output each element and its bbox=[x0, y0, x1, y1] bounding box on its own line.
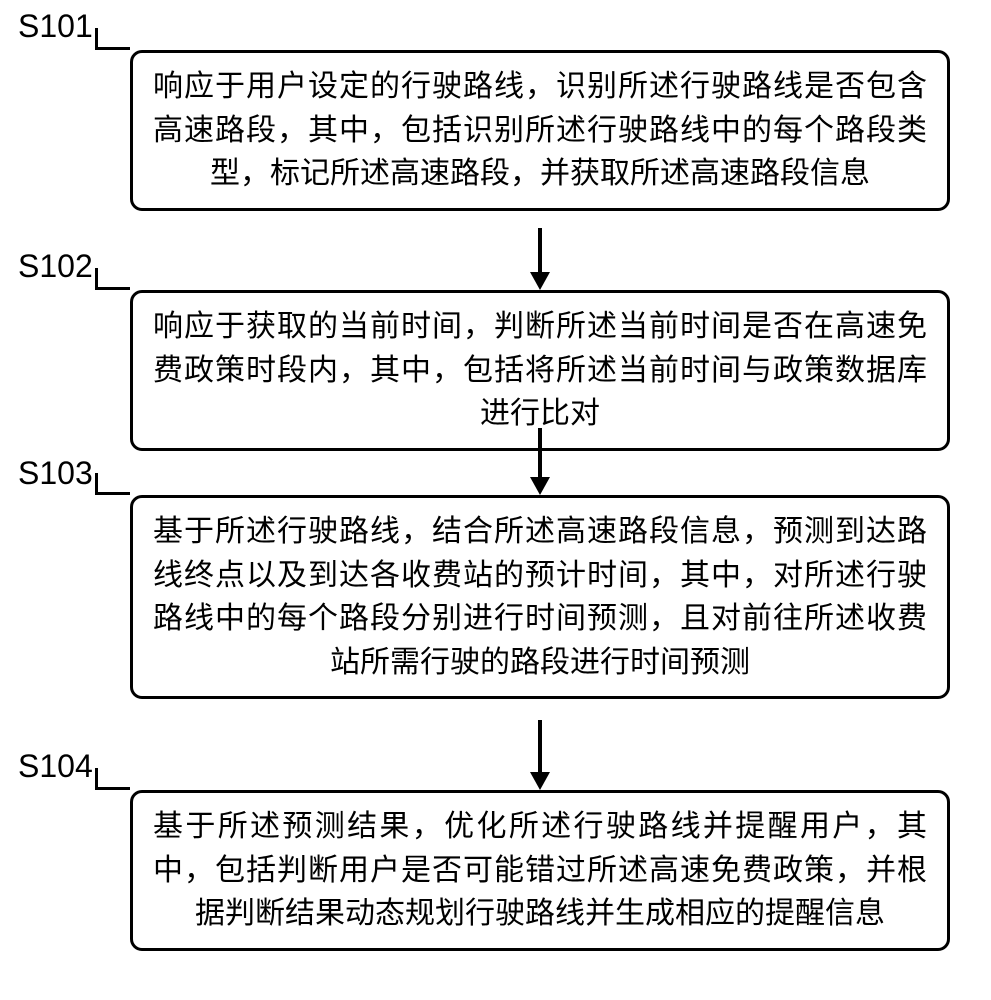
step-box-s102: 响应于获取的当前时间，判断所述当前时间是否在高速免费政策时段内，其中，包括将所述… bbox=[130, 290, 950, 451]
callout-s104-h bbox=[95, 787, 130, 790]
arrow-head-s102-s103 bbox=[530, 477, 550, 495]
arrow-s102-s103 bbox=[538, 428, 542, 479]
callout-s103-h bbox=[95, 492, 130, 495]
callout-s102-h bbox=[95, 287, 130, 290]
step-label-s104: S104 bbox=[18, 748, 93, 785]
callout-s101-v bbox=[95, 28, 98, 50]
step-label-s102: S102 bbox=[18, 248, 93, 285]
arrow-head-s103-s104 bbox=[530, 772, 550, 790]
callout-s102-v bbox=[95, 268, 98, 290]
callout-s103-v bbox=[95, 473, 98, 495]
arrow-s103-s104 bbox=[538, 720, 542, 774]
step-label-s103: S103 bbox=[18, 455, 93, 492]
step-box-s101: 响应于用户设定的行驶路线，识别所述行驶路线是否包含高速路段，其中，包括识别所述行… bbox=[130, 50, 950, 211]
step-label-s101: S101 bbox=[18, 8, 93, 45]
callout-s104-v bbox=[95, 768, 98, 790]
callout-s101-h bbox=[95, 47, 130, 50]
arrow-head-s101-s102 bbox=[530, 272, 550, 290]
arrow-s101-s102 bbox=[538, 228, 542, 274]
step-box-s104: 基于所述预测结果，优化所述行驶路线并提醒用户，其中，包括判断用户是否可能错过所述… bbox=[130, 790, 950, 951]
step-box-s103: 基于所述行驶路线，结合所述高速路段信息，预测到达路线终点以及到达各收费站的预计时… bbox=[130, 495, 950, 699]
